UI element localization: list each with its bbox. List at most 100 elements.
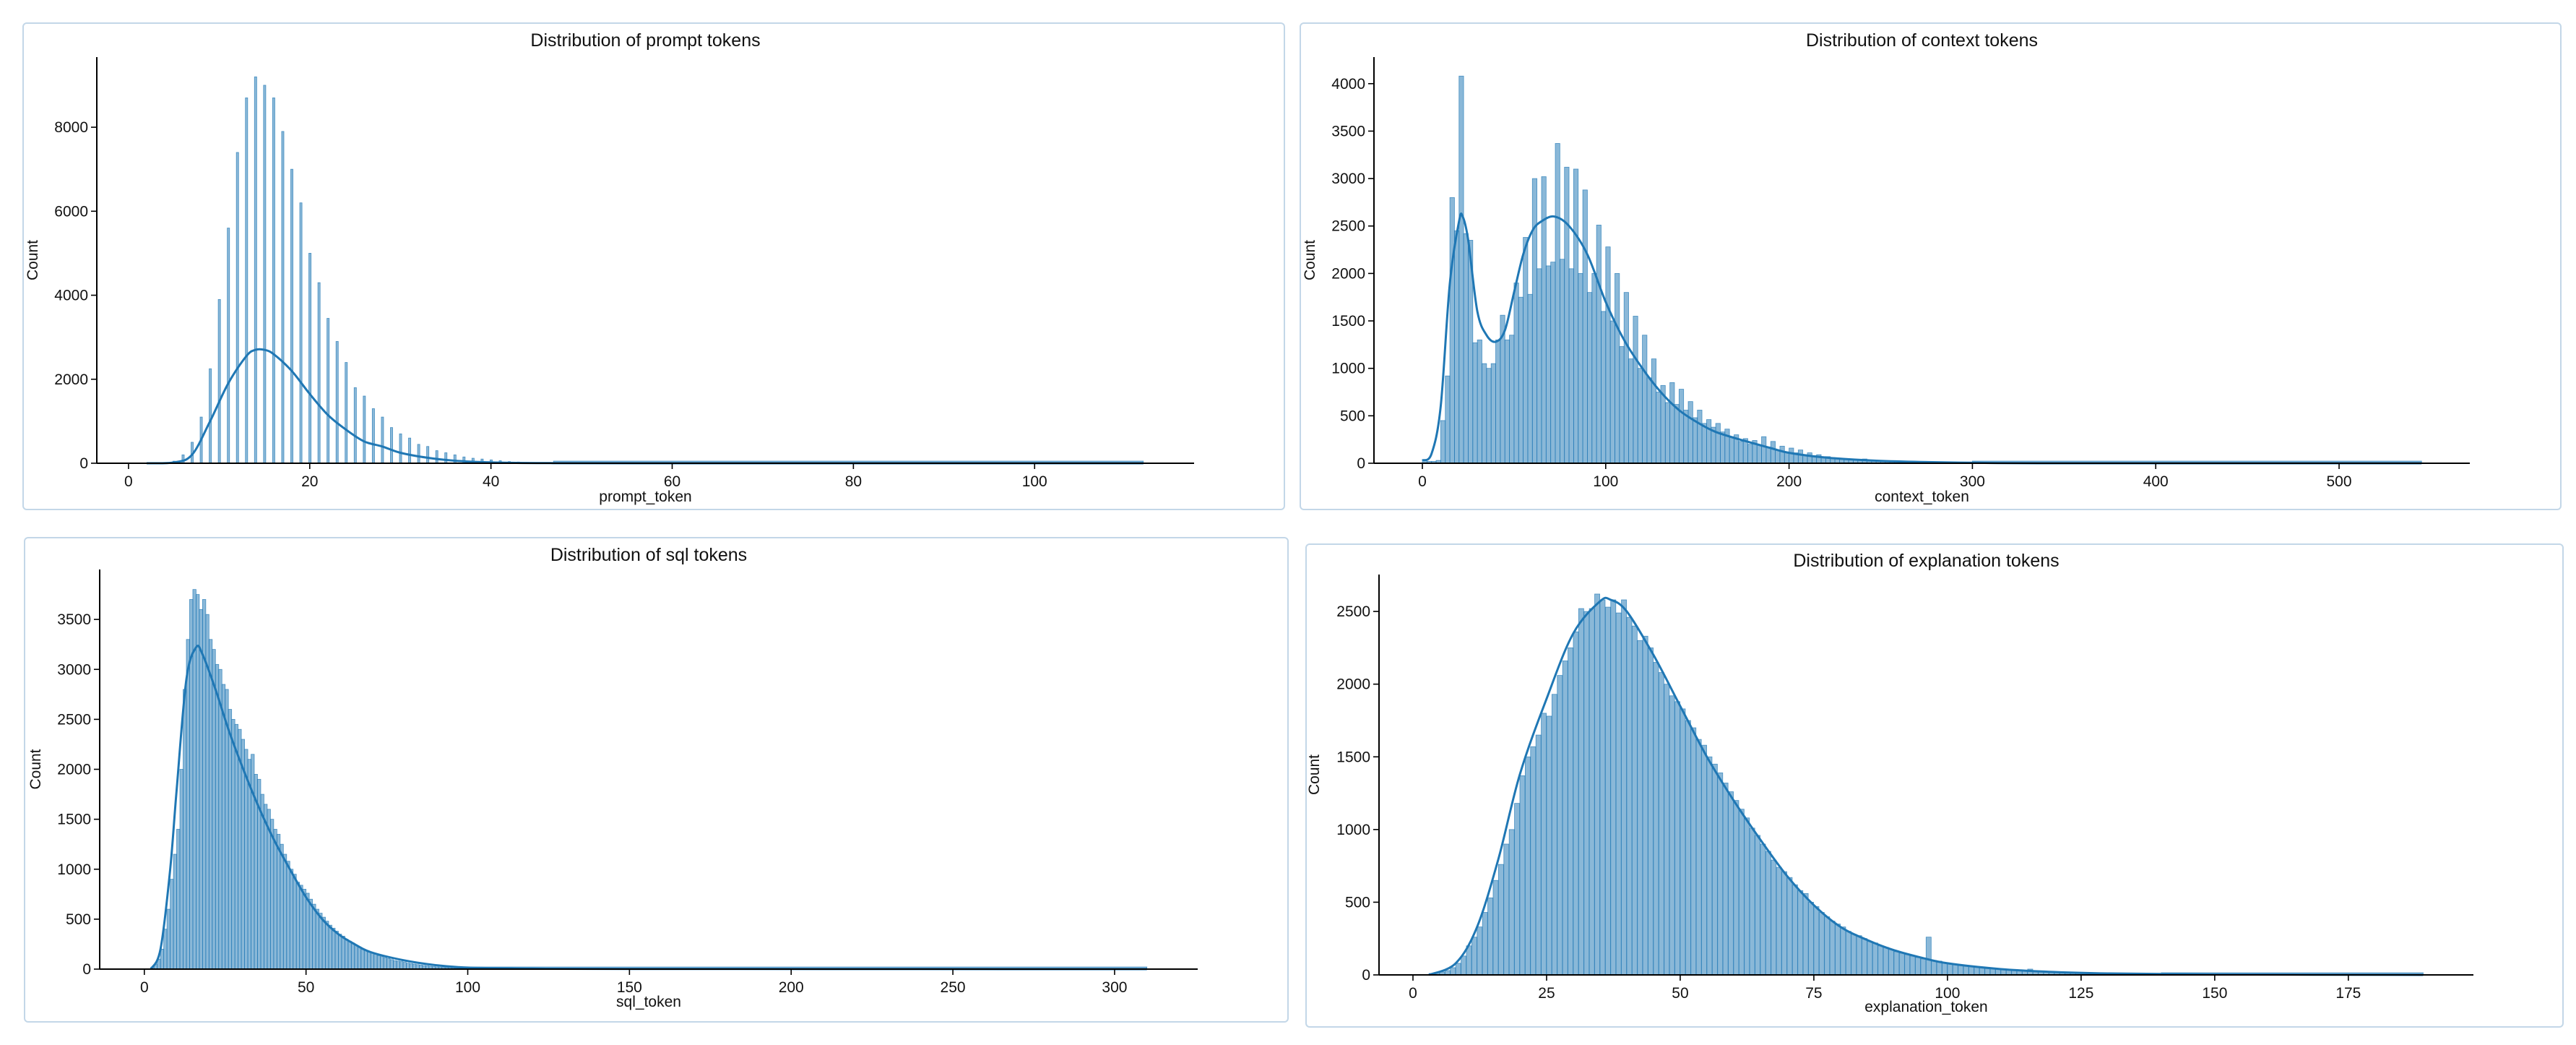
chart-title: Distribution of context tokens — [1806, 30, 2038, 51]
y-tick-label: 6000 — [54, 203, 88, 220]
histogram-bar — [1760, 843, 1766, 976]
y-tick-label: 500 — [1340, 408, 1365, 424]
histogram-bar — [1637, 640, 1643, 976]
histogram-bar — [1898, 952, 1905, 976]
y-axis-label: Count — [25, 240, 41, 280]
histogram-bar — [399, 961, 404, 970]
histogram-bar — [380, 956, 384, 970]
histogram-bar — [409, 963, 413, 970]
histogram-bar — [1557, 675, 1563, 976]
histogram-bar — [1728, 791, 1734, 976]
histogram-bar — [1756, 444, 1762, 464]
histogram-bar — [235, 152, 239, 464]
histogram-bar — [160, 948, 165, 970]
histogram-bar — [196, 594, 200, 970]
histogram-bar — [345, 362, 348, 464]
histogram-bar — [406, 963, 410, 970]
histogram-bar — [393, 960, 397, 970]
histogram-bar — [1546, 715, 1552, 976]
histogram-bar — [1471, 937, 1477, 976]
histogram-bar — [276, 833, 281, 970]
histogram-bar — [1680, 708, 1686, 976]
y-tick-label: 4000 — [1331, 76, 1365, 93]
histogram-bar — [295, 882, 301, 970]
x-axis-label: explanation_token — [1864, 999, 1987, 1015]
y-tick-label: 500 — [1345, 894, 1370, 911]
histogram-bar — [1518, 296, 1523, 464]
histogram-bar — [1454, 230, 1460, 464]
histogram-bar — [1818, 912, 1825, 976]
histogram-bar — [302, 889, 307, 970]
histogram-bar — [1695, 739, 1702, 976]
histogram-bar — [1856, 935, 1862, 976]
y-tick-label: 4000 — [54, 288, 88, 304]
histogram-bar — [390, 427, 393, 464]
x-tick-label: 300 — [1102, 979, 1127, 996]
histogram-bar — [299, 202, 303, 464]
chart-title: Distribution of prompt tokens — [530, 30, 760, 51]
histogram-bar — [1455, 963, 1461, 976]
histogram-bar — [435, 450, 438, 464]
histogram-bar — [1601, 311, 1607, 464]
histogram-bar — [1989, 968, 1996, 976]
histogram-bar — [1626, 616, 1633, 976]
histogram-bars — [1428, 593, 2424, 976]
histogram-bar — [1761, 436, 1767, 464]
histogram-bar — [217, 298, 221, 464]
histogram-bar — [386, 958, 391, 970]
x-tick-label: 125 — [2068, 985, 2093, 1002]
x-axis-label: prompt_token — [599, 489, 691, 505]
histogram-bar — [1729, 436, 1734, 464]
histogram-bar — [1685, 720, 1691, 976]
histogram-bar — [251, 754, 255, 970]
histogram-bar — [1477, 926, 1483, 976]
histogram-bar — [1862, 938, 1867, 976]
histogram-bar — [1578, 272, 1583, 464]
x-tick-label: 200 — [779, 979, 804, 996]
histogram-bar — [1701, 423, 1707, 464]
x-tick-label: 25 — [1538, 985, 1555, 1002]
histogram-bar — [272, 97, 275, 464]
histogram-bar — [286, 861, 290, 970]
histogram-bar — [1646, 377, 1652, 464]
histogram-bar — [381, 416, 384, 464]
histogram-bar — [383, 957, 387, 970]
histogram-bar — [1690, 727, 1697, 976]
x-axis-label: context_token — [1875, 489, 1969, 505]
histogram-bar — [327, 318, 330, 464]
y-tick-label: 2500 — [1331, 218, 1365, 235]
histogram-bar — [1706, 419, 1712, 464]
histogram-bar — [1541, 713, 1547, 976]
histogram-bar — [281, 131, 285, 464]
chart-panel-sql: Distribution of sql tokens 0 50 100 150 200 25… — [24, 537, 1289, 1023]
histogram-bar — [264, 804, 268, 970]
y-tick-label: 2000 — [1336, 676, 1370, 693]
histogram-bar — [179, 769, 183, 970]
histogram-bar — [1701, 744, 1707, 976]
histogram-bar — [376, 955, 381, 970]
histogram-bar — [1711, 763, 1718, 976]
histogram-bar — [1527, 293, 1533, 464]
histogram-bar — [1648, 647, 1654, 976]
histogram-bar — [1883, 947, 1889, 976]
histogram-bar — [1909, 955, 1916, 976]
histogram-bar — [338, 934, 342, 970]
histogram-bar — [341, 935, 345, 970]
histogram-bar — [347, 940, 352, 970]
y-tick-label: 2500 — [57, 711, 91, 728]
histogram-bar — [357, 947, 362, 970]
histogram-bar — [260, 794, 264, 970]
histogram-bar — [308, 253, 312, 464]
histogram-bar — [1656, 392, 1661, 464]
histogram-bar — [1568, 647, 1573, 976]
y-tick-label: 0 — [82, 961, 91, 978]
histogram-bar — [1449, 197, 1455, 464]
histogram-bar — [1503, 843, 1510, 976]
histogram-bar — [1628, 358, 1634, 464]
histogram-bar — [1802, 893, 1809, 976]
chart-panel-prompt: Distribution of prompt tokens 0 20 40 60 80 10… — [22, 22, 1285, 510]
x-tick-label: 80 — [845, 473, 862, 490]
histogram-bar — [1490, 363, 1496, 464]
y-tick-label: 3500 — [1331, 123, 1365, 139]
histogram-bar — [1513, 283, 1519, 464]
